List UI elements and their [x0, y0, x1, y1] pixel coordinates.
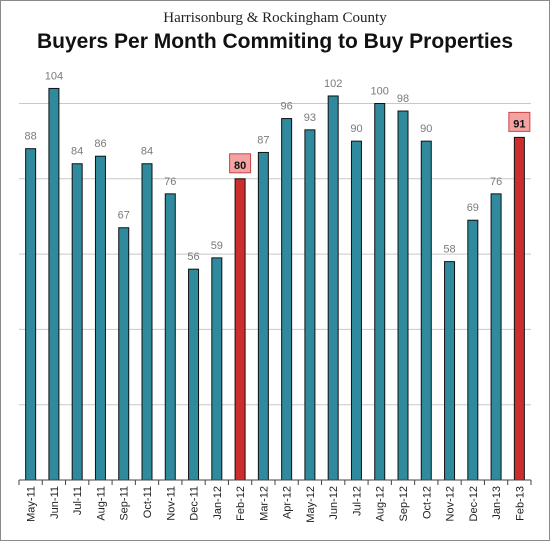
bar — [374, 103, 386, 481]
x-tick-label: Feb-12 — [235, 486, 247, 521]
bar — [257, 151, 269, 481]
x-tick-label: Nov-11 — [165, 486, 177, 521]
bar — [397, 110, 409, 481]
bar — [25, 148, 37, 481]
data-label: 93 — [304, 112, 316, 124]
x-tick-label: May-11 — [26, 486, 38, 522]
chart-title: Buyers Per Month Commiting to Buy Proper… — [36, 30, 514, 53]
data-label: 84 — [71, 146, 83, 158]
data-label: 90 — [420, 123, 432, 135]
x-tick-label: Nov-12 — [445, 486, 457, 521]
x-tick-label: Mar-12 — [258, 486, 270, 521]
bar — [304, 129, 316, 481]
x-tick-label: Jun-11 — [49, 486, 61, 519]
x-tick-label: Jul-11 — [72, 486, 84, 515]
bar — [118, 227, 130, 481]
data-label: 69 — [467, 202, 479, 214]
x-tick-label: Aug-11 — [95, 486, 107, 521]
x-tick-label: Jun-12 — [328, 486, 340, 520]
x-tick-label: Sep-12 — [398, 486, 410, 521]
data-label: 100 — [371, 86, 389, 98]
chart-subtitle: Harrisonburg & Rockingham County — [163, 10, 387, 26]
data-label: 58 — [443, 244, 455, 256]
bar — [281, 118, 293, 481]
x-tick-label: Oct-11 — [142, 486, 154, 518]
data-label: 76 — [164, 176, 176, 188]
x-tick-label: Aug-12 — [375, 486, 387, 521]
bar — [71, 163, 83, 481]
data-label: 91 — [513, 118, 525, 130]
data-label: 87 — [257, 134, 269, 146]
x-tick-label: Jan-13 — [491, 486, 503, 520]
bar — [327, 95, 339, 481]
data-label: 67 — [118, 210, 130, 222]
x-tick-label: Oct-12 — [421, 486, 433, 519]
bar — [94, 155, 106, 481]
x-tick-label: Dec-11 — [189, 486, 201, 521]
data-label: 76 — [490, 176, 502, 188]
data-label-box — [229, 153, 252, 174]
data-label: 98 — [397, 93, 409, 105]
bar — [211, 257, 223, 481]
data-label: 86 — [94, 138, 106, 150]
bar — [513, 136, 525, 481]
bar — [467, 219, 479, 481]
data-label: 104 — [45, 70, 63, 82]
data-label: 59 — [211, 240, 223, 252]
data-label: 96 — [281, 101, 293, 113]
data-label: 80 — [234, 160, 246, 172]
data-label: 90 — [350, 123, 362, 135]
bar — [350, 140, 362, 481]
bar — [234, 178, 246, 481]
x-tick-label: Apr-12 — [282, 486, 294, 519]
x-tick-label: Jan-12 — [212, 486, 224, 520]
x-tick-label: May-12 — [305, 486, 317, 523]
bar — [420, 140, 432, 481]
bar — [188, 268, 200, 481]
bar — [164, 193, 176, 481]
data-label: 84 — [141, 146, 153, 158]
data-label: 102 — [324, 78, 342, 90]
x-tick-label: Jul-12 — [351, 486, 363, 516]
data-label-box — [508, 111, 531, 132]
bar — [48, 87, 60, 481]
bar — [141, 163, 153, 481]
data-label: 56 — [187, 251, 199, 263]
bar — [490, 193, 502, 481]
x-tick-label: Feb-13 — [514, 486, 526, 521]
x-tick-label: Dec-12 — [468, 486, 480, 521]
data-label: 88 — [25, 131, 37, 143]
x-tick-label: Sep-11 — [119, 486, 131, 521]
bar — [444, 261, 456, 481]
